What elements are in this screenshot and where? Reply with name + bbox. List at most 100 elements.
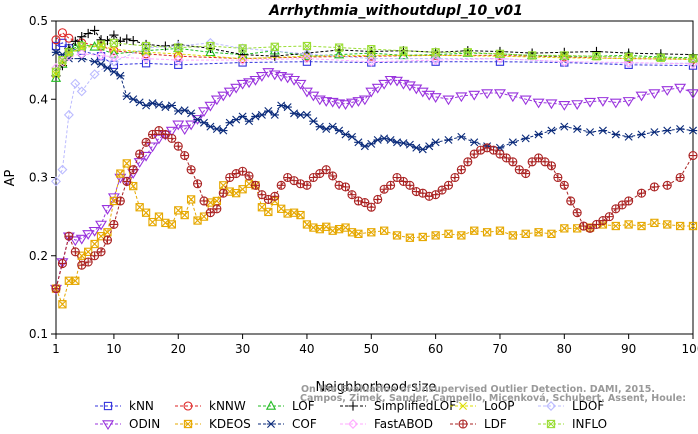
data-point-cof [167,101,177,110]
data-point-cof [103,63,112,72]
data-point-cof [392,138,402,147]
data-point-simplifiedlof [128,35,138,46]
data-point-kdeos [611,221,620,231]
legend-marker [348,419,358,429]
data-point-cof [264,106,273,115]
data-point-cof [277,101,286,110]
data-point-odin [133,158,146,168]
series-line-inflo [55,42,694,73]
data-point-ldf [154,126,164,136]
data-point-ldf [128,165,138,175]
data-point-knn [495,57,505,66]
legend-label: LDF [484,417,507,431]
data-point-simplifiedlof [70,36,80,46]
x-tick-label: 20 [171,342,186,356]
data-point-ldf [386,180,396,190]
data-point-kdeos [129,181,138,191]
data-point-ldf [276,180,286,190]
legend-marker [265,400,277,410]
data-point-odin [152,134,165,145]
data-point-inflo [560,51,569,60]
data-point-knn [624,60,633,69]
data-point-ldof [366,53,377,64]
x-axis-ticks: 1 10 20 30 40 50 60 70 80 90 100 [52,334,698,356]
data-point-odin [558,100,571,111]
data-point-ldof [76,86,87,97]
data-point-inflo [51,67,61,77]
data-point-odin [178,125,191,136]
data-point-ldf [321,165,331,175]
data-point-fastabod [173,55,184,66]
data-point-kdeos [90,239,99,249]
data-point-ldf [469,149,479,159]
data-point-simplifiedlof [83,28,93,39]
data-point-cof [598,126,608,135]
data-point-ldf [662,180,672,190]
data-point-kdeos [257,203,267,212]
data-point-ldf [328,171,338,181]
data-point-ldf [443,180,454,190]
data-point-cof [585,128,595,137]
data-point-odin [635,91,648,102]
legend-label: FastABOD [374,417,433,431]
legend-marker [183,419,193,429]
y-tick-label: 0.2 [29,249,48,263]
data-point-kdeos [675,221,685,231]
legend-marker [348,401,358,411]
data-point-loop [302,52,311,61]
data-point-ldf [135,149,145,159]
legend-label: LOF [292,399,315,413]
data-point-lof [50,72,62,82]
data-point-cof [212,124,222,133]
legend-label: LoOP [484,399,515,413]
data-point-cof [186,109,196,118]
y-axis-ticks: 0.1 0.2 0.3 0.4 0.5 [29,14,56,341]
legend-marker [546,419,556,429]
data-point-cof [675,124,685,133]
data-point-ldf [109,219,119,229]
data-point-lof [333,48,345,59]
data-point-inflo [463,48,472,57]
data-point-lof [89,41,100,51]
data-point-ldf [566,196,576,206]
data-point-ldof [51,176,61,187]
data-point-kdeos [405,233,415,242]
data-point-odin [384,75,397,86]
data-point-ldf [102,235,113,245]
data-point-ldf [521,169,531,179]
data-point-ldf [585,223,595,233]
data-point-cof [334,126,344,135]
data-point-odin [82,230,95,240]
data-point-inflo [206,41,215,51]
data-point-ldof [301,48,312,59]
data-point-inflo [495,49,505,59]
data-point-ldf [212,204,222,214]
series-layer [50,25,698,309]
data-point-knn [141,59,151,68]
data-point-kdeos [418,232,427,242]
legend-label: ODIN [129,417,160,431]
data-point-odin [165,126,178,137]
data-point-lof [205,46,216,57]
data-point-ldf [315,169,325,179]
data-point-cof [161,103,170,112]
data-point-odin [223,87,236,98]
data-point-ldof [237,43,248,54]
data-point-odin [584,97,597,108]
data-point-ldf [450,172,460,183]
data-point-fastabod [108,52,119,62]
series-line-fastabod [55,53,694,69]
x-tick-label: 70 [492,342,507,356]
data-point-ldf [572,208,582,218]
data-point-simplifiedlof [96,35,106,45]
data-point-ldf [147,129,158,140]
legend-label: kNN [129,399,154,413]
data-point-odin [346,98,358,109]
data-point-odin [571,100,584,111]
data-point-ldof [430,53,441,64]
data-point-odin [243,78,256,89]
data-point-kdeos [444,229,453,238]
data-point-cof [109,67,119,76]
legend-item-simplifiedlof: SimplifiedLOF [340,399,456,413]
data-point-ldf [205,208,215,218]
